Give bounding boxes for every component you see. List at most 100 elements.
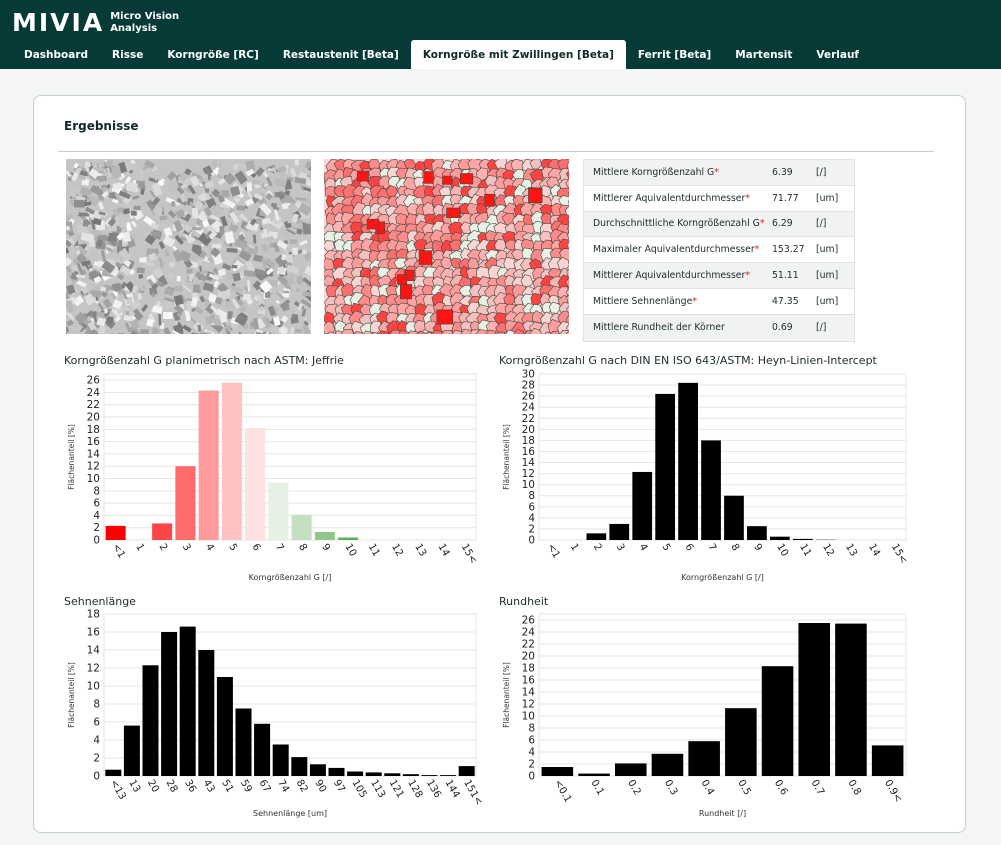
bar[interactable] (245, 428, 266, 540)
y-tick-label: 16 (87, 436, 101, 448)
stat-value: 6.39 (772, 166, 793, 178)
bar[interactable] (198, 390, 219, 540)
y-tick-label: 26 (522, 615, 536, 627)
bar[interactable] (871, 745, 904, 776)
bar[interactable] (365, 772, 382, 776)
bar[interactable] (268, 482, 289, 540)
segmentation-image[interactable] (324, 159, 569, 334)
bar[interactable] (384, 773, 401, 776)
x-tick-label: 12 (389, 542, 405, 559)
bar[interactable] (678, 382, 698, 540)
bar[interactable] (198, 650, 215, 776)
bar[interactable] (152, 523, 173, 540)
bar[interactable] (578, 773, 610, 776)
results-table: Mittlere Korngrößenzahl G* 6.39 [/] Mitt… (583, 159, 855, 342)
bar[interactable] (161, 632, 178, 776)
bar[interactable] (421, 775, 438, 776)
tab-risse[interactable]: Risse (112, 48, 144, 61)
bar[interactable] (328, 767, 345, 776)
stat-value: 71.77 (772, 192, 799, 204)
x-tick-label: 2 (591, 542, 604, 553)
bar[interactable] (725, 708, 757, 776)
bar[interactable] (105, 525, 126, 540)
y-tick-label: 8 (528, 490, 535, 502)
bar[interactable] (272, 744, 289, 777)
bar[interactable] (105, 769, 122, 776)
stat-unit: [/] (816, 166, 827, 178)
mivia-logo[interactable]: MIVIA Micro Vision Analysis (12, 8, 179, 37)
bar[interactable] (798, 623, 831, 776)
y-tick-label: 24 (87, 387, 101, 399)
chart-heyn-plot: 024681012141618202224262830Flächenanteil… (502, 369, 909, 583)
tab-dashboard[interactable]: Dashboard (24, 48, 89, 61)
x-tick-label: 0.9< (882, 778, 904, 805)
x-tick-label: 0.3 (662, 778, 679, 797)
tab-korngroesse-zwillinge[interactable]: Korngröße mit Zwillingen [Beta] (410, 40, 626, 69)
bar[interactable] (747, 526, 767, 540)
x-tick-label: 136 (424, 778, 443, 800)
bar[interactable] (632, 471, 653, 540)
bar[interactable] (701, 440, 721, 540)
y-tick-label: 8 (93, 485, 100, 497)
x-tick-label: 0.1 (588, 778, 605, 797)
tab-restaustenit[interactable]: Restaustenit [Beta] (282, 48, 399, 61)
tab-ferrit[interactable]: Ferrit [Beta] (637, 48, 712, 61)
bar[interactable] (254, 723, 271, 776)
x-tick-label: 59 (238, 778, 254, 795)
tab-verlauf[interactable]: Verlauf (816, 48, 860, 61)
x-tick-label: 15< (889, 542, 909, 566)
x-tick-label: 113 (368, 778, 387, 800)
stat-row: Mittlerer Äquivalentdurchmesser* 51.11 [… (584, 263, 854, 289)
tab-korngroesse-rc[interactable]: Korngröße [RC] (167, 48, 259, 61)
bar[interactable] (792, 538, 813, 540)
y-tick-label: 22 (522, 413, 535, 425)
y-tick-label: 2 (93, 522, 100, 534)
bar[interactable] (123, 725, 140, 776)
bar[interactable] (175, 466, 196, 540)
bar[interactable] (458, 766, 475, 776)
bar[interactable] (309, 764, 326, 776)
micrograph-image[interactable] (66, 159, 311, 334)
bar[interactable] (724, 495, 744, 540)
x-tick-label: 3 (180, 542, 193, 553)
x-tick-label: 0.5 (735, 778, 752, 797)
stat-unit: [/] (816, 218, 827, 230)
bar[interactable] (314, 532, 335, 540)
y-tick-label: 16 (522, 675, 536, 687)
bar[interactable] (338, 537, 359, 540)
bar[interactable] (347, 771, 364, 777)
y-axis-label: Flächenanteil [%] (67, 662, 76, 728)
bar[interactable] (402, 774, 419, 776)
bar[interactable] (541, 767, 574, 776)
tab-martensit[interactable]: Martensit (735, 48, 793, 61)
bar[interactable] (142, 665, 159, 776)
x-tick-label: 1 (133, 542, 146, 553)
bar[interactable] (179, 626, 196, 776)
y-tick-label: 6 (528, 501, 535, 513)
bar[interactable] (769, 536, 790, 540)
y-tick-label: 18 (87, 609, 100, 621)
bar[interactable] (291, 757, 308, 776)
bar[interactable] (291, 514, 312, 540)
bar[interactable] (655, 393, 676, 540)
bar[interactable] (221, 382, 242, 540)
bar[interactable] (614, 763, 647, 776)
required-marker: * (692, 295, 697, 307)
bar[interactable] (609, 523, 630, 540)
stat-unit: [um] (816, 244, 839, 256)
x-tick-label: 9 (751, 542, 764, 553)
stat-value: 0.69 (772, 322, 793, 334)
bar[interactable] (835, 623, 867, 776)
bar[interactable] (216, 677, 233, 776)
y-tick-label: 12 (522, 468, 535, 480)
stat-row: Mittlere Korngrößenzahl G* 6.39 [/] (584, 160, 854, 186)
bar[interactable] (586, 533, 607, 540)
y-tick-label: 14 (87, 645, 101, 657)
bar[interactable] (651, 753, 684, 776)
bar[interactable] (761, 666, 794, 776)
bar[interactable] (235, 708, 252, 777)
bar[interactable] (688, 741, 720, 776)
required-marker: * (714, 166, 719, 178)
x-tick-label: <0.1 (552, 778, 574, 805)
bar[interactable] (440, 775, 457, 776)
